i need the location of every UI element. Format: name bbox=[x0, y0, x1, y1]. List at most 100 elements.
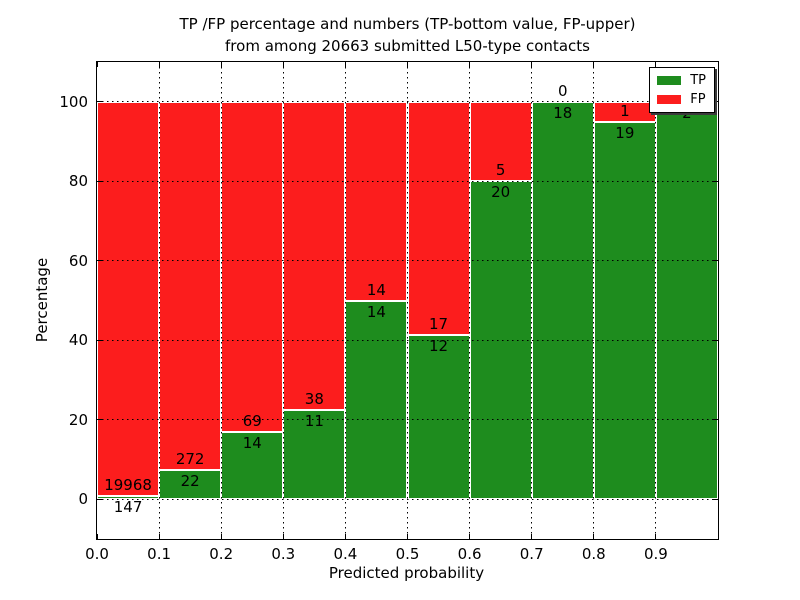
y-tick-label-40: 40 bbox=[68, 331, 88, 350]
tp-count-label-0: 147 bbox=[113, 498, 143, 517]
vertical-gridline-0.8 bbox=[593, 62, 595, 539]
bar-segment-fp-3 bbox=[283, 101, 346, 410]
x-tick-top-0.1 bbox=[158, 62, 160, 67]
y-tick-left-100 bbox=[97, 101, 102, 103]
y-tick-label-100: 100 bbox=[59, 92, 88, 111]
x-tick-bottom-0.1 bbox=[158, 534, 160, 539]
x-tick-label-0.4: 0.4 bbox=[333, 545, 358, 563]
x-tick-top-0.5 bbox=[407, 62, 408, 67]
horizontal-gridline-60 bbox=[97, 260, 718, 262]
bar-segment-tp-7 bbox=[531, 101, 594, 500]
legend-entry-tp: TP bbox=[657, 74, 706, 87]
bar-segment-tp-3 bbox=[283, 410, 346, 500]
x-tick-top-0.8 bbox=[593, 62, 595, 67]
tp-count-label-4: 14 bbox=[366, 302, 386, 321]
y-tick-label-20: 20 bbox=[68, 410, 88, 429]
x-tick-bottom-0.9 bbox=[655, 534, 657, 539]
x-tick-label-0.7: 0.7 bbox=[519, 545, 544, 563]
fp-count-label-2: 69 bbox=[242, 412, 262, 431]
vertical-gridline-0.4 bbox=[344, 62, 346, 539]
tp-count-label-8: 19 bbox=[615, 123, 635, 142]
x-tick-top-0.0 bbox=[96, 62, 98, 67]
x-tick-top-0.6 bbox=[469, 62, 471, 67]
tp-count-label-5: 12 bbox=[429, 336, 449, 355]
tp-count-label-3: 11 bbox=[304, 412, 324, 430]
horizontal-gridline-100 bbox=[97, 101, 718, 103]
x-tick-label-0.1: 0.1 bbox=[147, 545, 172, 563]
x-tick-top-0.4 bbox=[344, 62, 346, 67]
horizontal-gridline-0 bbox=[97, 498, 718, 500]
bar-segment-fp-0 bbox=[97, 101, 160, 497]
y-tick-right-100 bbox=[713, 101, 718, 103]
vertical-gridline-0.5 bbox=[407, 62, 408, 539]
bar-segment-fp-1 bbox=[159, 101, 222, 470]
x-tick-label-0.9: 0.9 bbox=[643, 545, 668, 563]
bar-segment-tp-8 bbox=[593, 121, 656, 500]
fp-count-label-3: 38 bbox=[304, 390, 324, 408]
y-tick-label-0: 0 bbox=[78, 490, 88, 509]
plot-area: TP FP 19968 147 272 22 69 14 38 11 14 14 17 12 5 20 0 1… bbox=[96, 61, 719, 540]
bar-segment-fp-2 bbox=[221, 101, 284, 433]
legend-label-fp: FP bbox=[690, 92, 706, 107]
fp-count-label-6: 5 bbox=[495, 161, 506, 180]
legend-entry-fp: FP bbox=[657, 93, 706, 106]
y-tick-label-60: 60 bbox=[68, 251, 88, 270]
x-tick-bottom-0.4 bbox=[344, 534, 346, 539]
y-tick-right-60 bbox=[713, 260, 718, 262]
horizontal-gridline-40 bbox=[97, 339, 718, 341]
x-axis-label: Predicted probability bbox=[328, 564, 485, 582]
bar-segment-fp-4 bbox=[345, 101, 408, 301]
x-tick-label-0.5: 0.5 bbox=[395, 545, 420, 563]
x-tick-label-0.2: 0.2 bbox=[209, 545, 234, 563]
x-tick-top-0.9 bbox=[655, 62, 657, 67]
chart-title-line2: from among 20663 submitted L50-type cont… bbox=[225, 37, 590, 55]
tp-count-label-6: 20 bbox=[491, 183, 511, 202]
fp-count-label-1: 272 bbox=[175, 449, 205, 468]
fp-count-label-5: 17 bbox=[429, 314, 449, 333]
horizontal-gridline-20 bbox=[97, 419, 718, 421]
bar-segment-fp-5 bbox=[407, 101, 470, 335]
y-tick-left-40 bbox=[97, 339, 102, 341]
legend: TP FP bbox=[649, 67, 715, 113]
x-tick-top-0.7 bbox=[531, 62, 533, 67]
y-tick-right-20 bbox=[713, 419, 718, 421]
bar-segment-tp-2 bbox=[221, 432, 284, 500]
y-tick-right-40 bbox=[713, 339, 718, 341]
y-tick-right-80 bbox=[713, 180, 718, 182]
fp-count-label-7: 0 bbox=[557, 81, 568, 100]
chart-title-line1: TP /FP percentage and numbers (TP-bottom… bbox=[179, 15, 636, 33]
tp-count-label-1: 22 bbox=[180, 471, 200, 490]
tp-count-label-7: 18 bbox=[553, 103, 573, 122]
tp-color-swatch bbox=[657, 76, 682, 85]
vertical-gridline-0.6 bbox=[469, 62, 471, 539]
bar-segment-tp-1 bbox=[159, 469, 222, 500]
fp-color-swatch bbox=[657, 95, 682, 104]
x-tick-label-0.8: 0.8 bbox=[581, 545, 606, 563]
legend-label-tp: TP bbox=[690, 73, 706, 88]
bar-segment-tp-4 bbox=[345, 300, 408, 500]
bar-segment-tp-5 bbox=[407, 334, 470, 500]
x-tick-top-0.2 bbox=[220, 62, 222, 67]
fp-count-label-0: 19968 bbox=[104, 476, 152, 495]
vertical-gridline-0.9 bbox=[655, 62, 657, 539]
x-tick-label-0.0: 0.0 bbox=[85, 545, 109, 563]
vertical-gridline-0.7 bbox=[531, 62, 533, 539]
y-tick-left-80 bbox=[97, 180, 102, 182]
vertical-gridline-0.2 bbox=[220, 62, 222, 539]
y-tick-label-80: 80 bbox=[68, 172, 88, 191]
x-tick-label-0.6: 0.6 bbox=[457, 545, 482, 563]
x-tick-bottom-0.3 bbox=[282, 534, 284, 539]
horizontal-gridline-80 bbox=[97, 180, 718, 182]
vertical-gridline-0.1 bbox=[158, 62, 160, 539]
fp-count-label-8: 1 bbox=[620, 101, 630, 120]
chart-title: TP /FP percentage and numbers (TP-bottom… bbox=[96, 13, 719, 57]
y-tick-right-0 bbox=[713, 498, 718, 500]
bar-segment-tp-9 bbox=[655, 101, 718, 500]
x-tick-bottom-0.0 bbox=[96, 534, 98, 539]
x-tick-label-0.3: 0.3 bbox=[271, 545, 296, 563]
y-tick-left-20 bbox=[97, 419, 102, 421]
x-tick-bottom-0.6 bbox=[469, 534, 471, 539]
x-tick-bottom-0.8 bbox=[593, 534, 595, 539]
x-tick-top-0.3 bbox=[282, 62, 284, 67]
